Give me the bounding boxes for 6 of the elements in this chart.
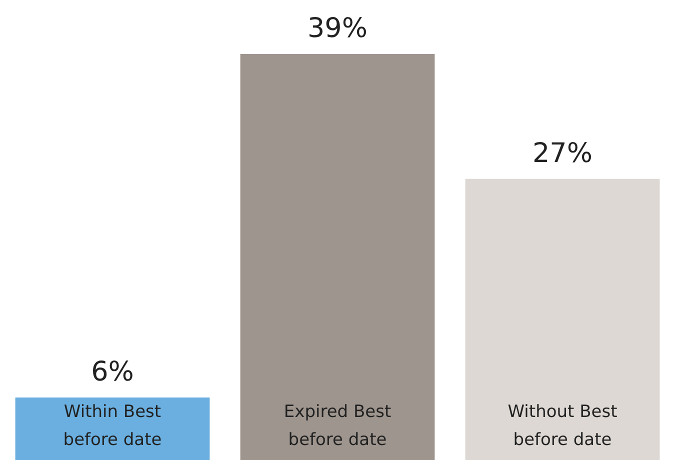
data-label: 39% [307, 13, 368, 44]
x-tick-label: Expired Best before date [284, 402, 392, 450]
data-label: 6% [91, 356, 134, 388]
x-tick-label: Without Best before date [508, 402, 618, 450]
x-tick-label: Within Best before date [63, 402, 162, 450]
data-label: 27% [532, 138, 593, 169]
